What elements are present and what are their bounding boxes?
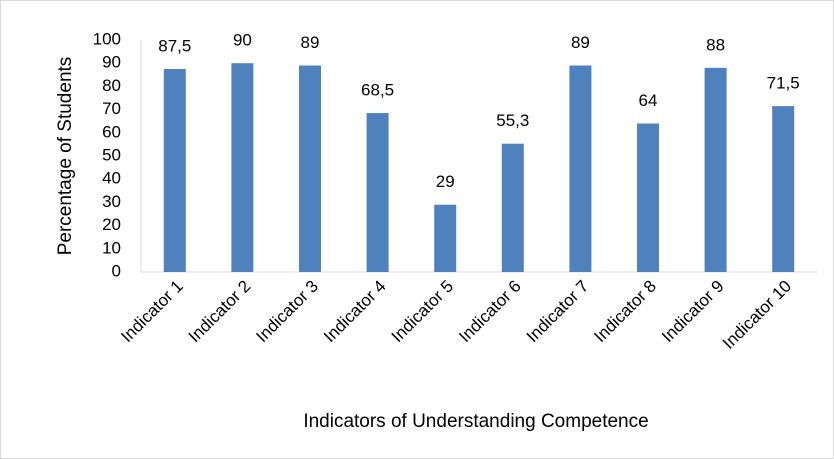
bar (231, 63, 254, 273)
bar (299, 65, 321, 273)
bar (501, 143, 524, 272)
y-tick-label: 100 (93, 29, 121, 48)
data-label: 29 (436, 172, 455, 191)
data-label: 88 (706, 35, 725, 54)
bar (637, 123, 659, 273)
bar (569, 65, 592, 273)
bar (704, 67, 727, 272)
data-label: 87,5 (158, 36, 191, 55)
y-tick-label: 30 (102, 192, 121, 211)
data-label: 90 (233, 31, 252, 50)
data-label: 64 (639, 91, 658, 110)
y-tick-label: 40 (102, 169, 121, 188)
y-tick-label: 80 (102, 76, 121, 95)
data-label: 55,3 (496, 111, 529, 130)
bar (366, 113, 389, 272)
bar (163, 69, 186, 272)
y-axis-title: Percentage of Students (55, 57, 76, 256)
y-tick-label: 70 (102, 99, 121, 118)
data-label: 89 (301, 33, 320, 52)
y-tick-label: 90 (102, 53, 121, 72)
y-tick-label: 0 (112, 261, 121, 280)
x-axis-title: Indicators of Understanding Competence (303, 411, 648, 432)
y-tick-label: 60 (102, 122, 121, 141)
y-tick-label: 50 (102, 145, 121, 164)
data-label: 71,5 (767, 74, 800, 93)
bar (772, 106, 795, 273)
data-label: 68,5 (361, 81, 394, 100)
bar (434, 204, 457, 272)
data-label: 89 (571, 33, 590, 52)
y-tick-label: 20 (102, 215, 121, 234)
y-tick-label: 10 (102, 238, 121, 257)
